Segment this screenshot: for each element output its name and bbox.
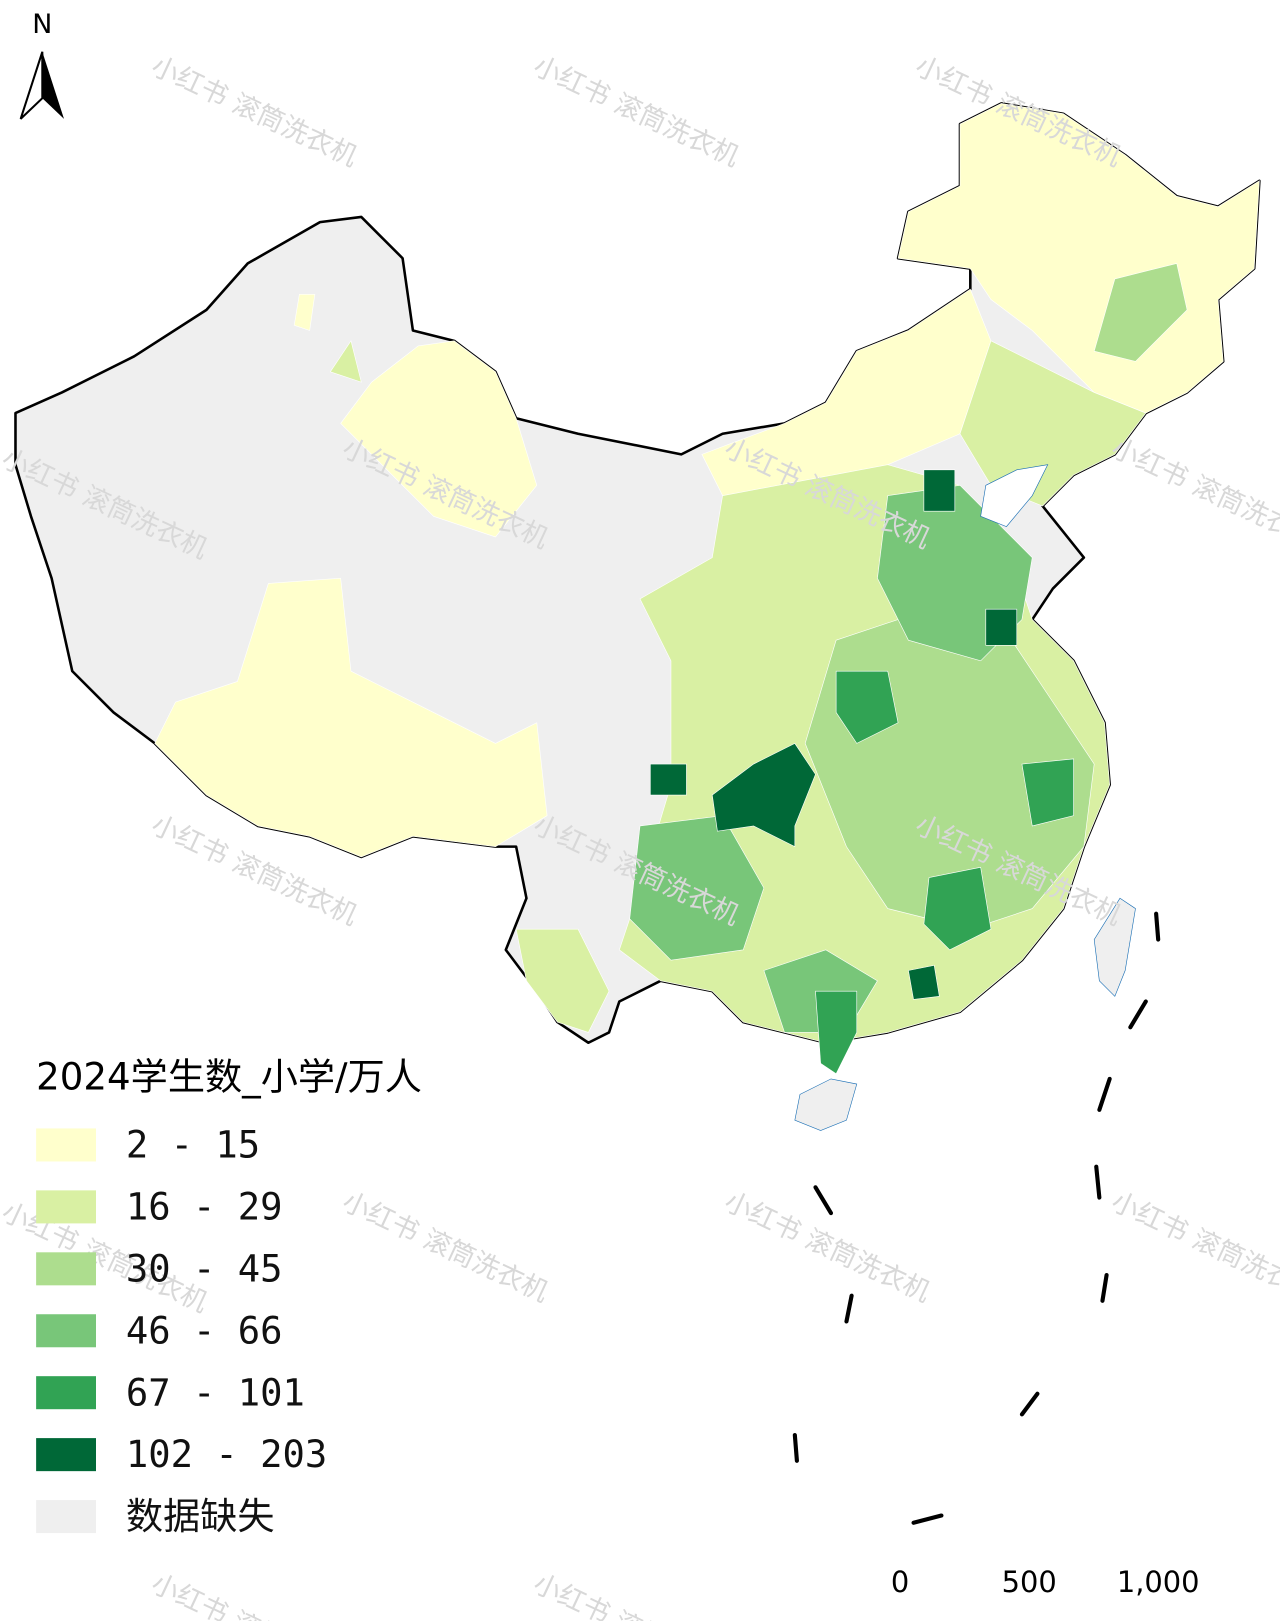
region (959, 340, 1147, 507)
hainan (794, 1078, 858, 1131)
legend-label: 数据缺失 (126, 1495, 275, 1538)
watermark: 小红书 滚筒洗衣机 (338, 1186, 554, 1308)
region (815, 990, 858, 1075)
region (329, 340, 362, 383)
region (908, 964, 940, 1000)
legend: 2024学生数_小学/万人 2 - 15 16 - 29 30 - 45 46 - 6… (36, 1055, 422, 1538)
watermark: 小红书 滚筒洗衣机 (147, 1568, 363, 1621)
scale-bar: 0 500 1,000 (891, 1565, 1200, 1599)
region (650, 763, 687, 796)
legend-swatch (36, 1500, 96, 1534)
region (985, 608, 1018, 646)
region (340, 340, 538, 538)
legend-swatch (36, 1252, 96, 1286)
legend-swatch (36, 1314, 96, 1348)
region (1021, 758, 1074, 827)
legend-swatch (36, 1438, 96, 1472)
region (1093, 263, 1188, 362)
legend-swatch (36, 1190, 96, 1224)
watermark: 小红书 滚筒洗衣机 (529, 51, 745, 173)
legend-title: 2024学生数_小学/万人 (36, 1055, 422, 1098)
region (923, 469, 956, 512)
region (835, 670, 899, 744)
region (515, 928, 610, 1033)
region (154, 577, 548, 858)
watermark: 小红书 滚筒洗衣机 (1107, 433, 1280, 555)
scale-label: 500 (1002, 1565, 1057, 1599)
regions (154, 103, 1260, 1131)
dash-line (792, 911, 1161, 1525)
watermark: 小红书 滚筒洗衣机 (147, 51, 363, 173)
legend-swatch (36, 1376, 96, 1410)
bohai-sea (980, 464, 1049, 528)
legend-label: 16 - 29 (126, 1185, 283, 1228)
scale-label: 0 (891, 1565, 909, 1599)
region (293, 294, 316, 331)
watermark: 小红书 滚筒洗衣机 (529, 1568, 745, 1621)
region (897, 103, 1260, 414)
scale-label: 1,000 (1117, 1565, 1200, 1599)
watermark: 小红书 滚筒洗衣机 (1107, 1186, 1280, 1308)
legend-label: 67 - 101 (126, 1371, 305, 1414)
north-arrow: N (19, 9, 64, 120)
legend-label: 102 - 203 (126, 1433, 327, 1476)
region (711, 743, 816, 848)
legend-label: 2 - 15 (126, 1124, 260, 1167)
legend-label: 30 - 45 (126, 1247, 283, 1290)
taiwan (1093, 897, 1136, 997)
north-label: N (32, 9, 52, 40)
legend-swatch (36, 1128, 96, 1162)
legend-label: 46 - 66 (126, 1309, 283, 1352)
region (923, 866, 992, 951)
